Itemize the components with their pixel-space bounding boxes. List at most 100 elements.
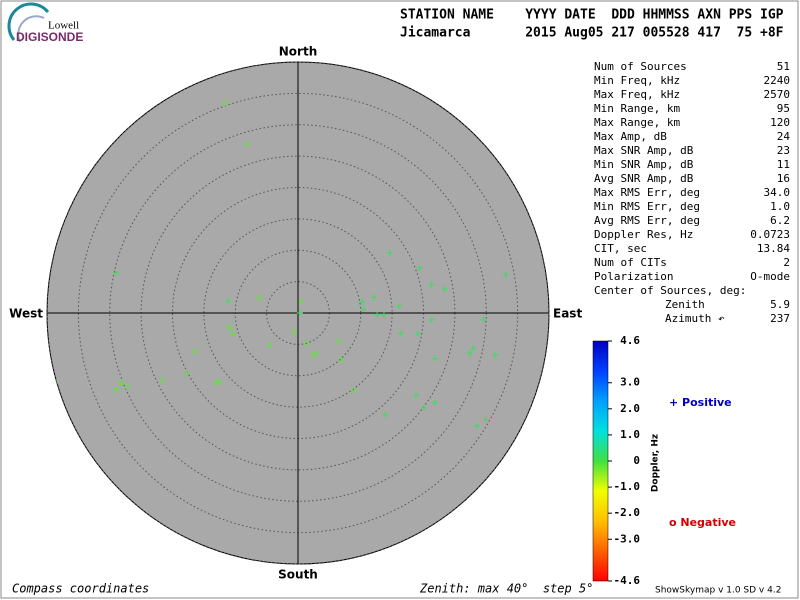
stat-value: 2 <box>783 256 790 269</box>
source-negative <box>298 299 304 305</box>
stat-value: 6.2 <box>770 214 790 227</box>
stat-value: 0.0723 <box>750 228 790 241</box>
stat-label: Min Range, km <box>594 102 680 115</box>
stat-label: CIT, sec <box>594 242 647 255</box>
source-positive <box>386 249 393 256</box>
stat-value: 237 <box>770 312 790 325</box>
colorbar-tick-label: 2.0 <box>620 402 640 415</box>
compass-south: South <box>278 568 318 582</box>
source-negative <box>160 377 166 383</box>
source-positive <box>374 311 381 318</box>
stat-value: 5.9 <box>770 298 790 311</box>
source-positive <box>359 298 366 305</box>
source-positive <box>492 352 499 359</box>
source-positive <box>428 316 435 323</box>
stat-label: Avg SNR Amp, dB <box>594 172 694 185</box>
legend-entry: + Positive <box>669 396 732 409</box>
header-line: STATION NAME YYYY DATE DDD HHMMSS AXN PP… <box>400 8 784 23</box>
stat-value: 24 <box>777 130 791 143</box>
source-negative <box>226 324 232 330</box>
stat-label: Num of Sources <box>594 60 687 73</box>
source-positive <box>466 350 473 357</box>
stat-value: 1.0 <box>770 200 790 213</box>
source-negative <box>267 342 273 348</box>
source-negative <box>338 357 344 363</box>
stat-label: Min SNR Amp, dB <box>594 158 694 171</box>
stat-label: Min RMS Err, deg <box>594 200 700 213</box>
source-positive <box>421 404 428 411</box>
source-negative <box>257 295 263 301</box>
stat-label: Max SNR Amp, dB <box>594 144 694 157</box>
source-negative <box>350 387 356 393</box>
source-positive <box>431 355 438 362</box>
stat-label: Max Range, km <box>594 116 680 129</box>
colorbar-tick-label: -4.6 <box>614 574 641 587</box>
stat-value: 95 <box>777 102 790 115</box>
colorbar-label: Doppler, Hz <box>651 434 661 492</box>
source-positive <box>441 286 448 293</box>
source-negative <box>304 341 310 347</box>
logo-swoosh <box>7 2 50 41</box>
stat-label: Num of CITs <box>594 256 667 269</box>
source-positive <box>396 303 403 310</box>
logo-swoosh <box>17 15 45 43</box>
source-positive <box>480 316 487 323</box>
stat-value: 2240 <box>764 74 791 87</box>
source-positive <box>370 294 377 301</box>
source-negative <box>313 351 319 357</box>
footer-middle: Zenith: max 40° step 5° <box>419 582 593 596</box>
source-negative <box>222 100 228 106</box>
stat-value: 16 <box>777 172 790 185</box>
logo-top: Lowell <box>48 20 79 32</box>
stat-value: 23 <box>777 144 790 157</box>
stat-label: Center of Sources, deg: <box>594 284 746 297</box>
source-negative <box>244 141 250 147</box>
source-positive <box>431 399 438 406</box>
source-positive <box>296 310 303 316</box>
compass-west: West <box>9 307 43 321</box>
source-positive <box>473 422 480 429</box>
stat-label: Max RMS Err, deg <box>594 186 700 199</box>
stat-value: 51 <box>777 60 790 73</box>
source-positive <box>360 306 367 313</box>
stat-label: Avg RMS Err, deg <box>594 214 700 227</box>
source-negative <box>183 371 189 377</box>
legend-entry: o Negative <box>669 516 736 529</box>
source-positive <box>502 271 509 278</box>
stat-label: Doppler Res, Hz <box>594 228 693 241</box>
source-positive <box>380 311 387 318</box>
colorbar-tick-label: -1.0 <box>614 480 641 493</box>
colorbar-tick-label: 1.0 <box>620 428 640 441</box>
colorbar-tick-label: 4.6 <box>620 334 640 347</box>
source-positive <box>113 269 120 276</box>
footer-right: ShowSkymap v 1.0 SD v 4.2 <box>655 586 781 596</box>
source-positive <box>382 411 389 418</box>
stat-label: Zenith <box>665 298 705 311</box>
sources <box>52 100 509 429</box>
source-positive <box>428 281 435 288</box>
footer-left: Compass coordinates <box>12 582 149 596</box>
source-negative <box>291 329 297 335</box>
colorbar-tick-label: -2.0 <box>614 506 641 519</box>
header-line: Jicamarca 2015 Aug05 217 005528 417 75 +… <box>400 26 784 41</box>
compass-north: North <box>279 45 317 59</box>
source-positive <box>414 330 421 337</box>
source-negative <box>192 348 198 354</box>
stat-label: Max Freq, kHz <box>594 88 680 101</box>
colorbar-tick-label: 3.0 <box>620 376 640 389</box>
stat-value: 11 <box>777 158 790 171</box>
stat-value: 2570 <box>764 88 791 101</box>
source-negative <box>230 330 236 336</box>
stat-value: O-mode <box>750 270 790 283</box>
source-negative <box>124 384 130 390</box>
stat-label: Max Amp, dB <box>594 130 667 143</box>
colorbar-tick-label: 0 <box>633 454 640 467</box>
source-negative <box>113 387 119 393</box>
source-positive <box>482 416 489 423</box>
colorbar-tick-label: -3.0 <box>614 532 641 545</box>
source-positive <box>225 298 232 305</box>
stat-value: 13.84 <box>757 242 790 255</box>
source-positive <box>470 345 477 352</box>
source-positive <box>412 392 419 399</box>
